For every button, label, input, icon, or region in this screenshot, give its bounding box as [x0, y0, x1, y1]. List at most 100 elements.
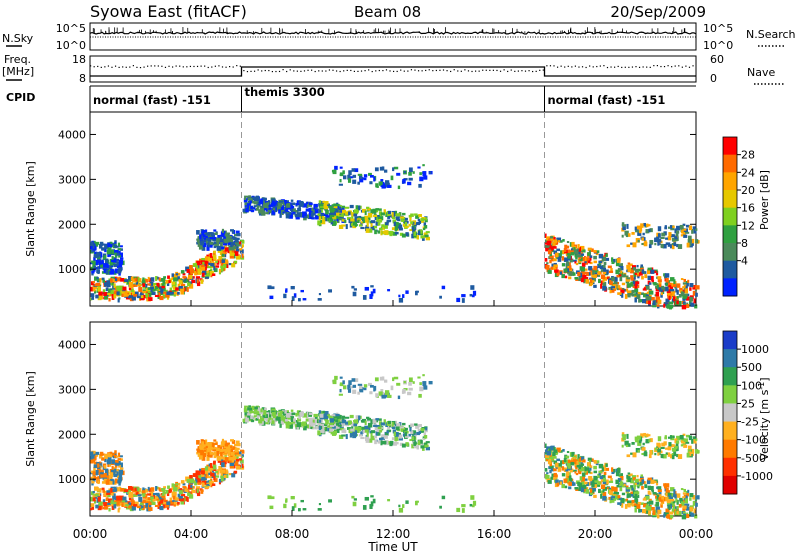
velocity-echo	[128, 495, 134, 498]
velocity-echo	[655, 493, 659, 496]
velocity-echo	[218, 465, 223, 471]
velocity-echo	[634, 503, 637, 506]
power-echo	[204, 256, 209, 261]
velocity-echo	[609, 489, 613, 495]
velocity-echo	[267, 419, 272, 424]
power-echo	[553, 240, 558, 246]
power-echo	[103, 263, 107, 268]
velocity-echo	[252, 416, 256, 420]
power-echo	[209, 241, 214, 245]
power-echo	[562, 238, 565, 242]
power-echo	[587, 247, 592, 251]
velocity-echo	[209, 446, 213, 450]
power-echo	[134, 291, 139, 297]
power-echo	[264, 197, 267, 201]
power-echo	[616, 282, 620, 285]
velocity-echo	[114, 454, 118, 458]
power-echo	[550, 258, 555, 262]
velocity-echo	[99, 462, 103, 468]
nave-dot	[571, 66, 573, 68]
velocity-echo	[213, 439, 217, 442]
power-echo	[692, 226, 696, 230]
velocity-echo	[182, 483, 186, 486]
velocity-echo	[293, 503, 297, 508]
power-echo	[171, 281, 176, 285]
power-echo	[101, 277, 105, 281]
power-echo	[669, 225, 673, 229]
power-echo	[657, 238, 662, 243]
velocity-echo	[93, 466, 96, 472]
velocity-echo	[151, 501, 156, 506]
power-echo	[173, 292, 176, 297]
velocity-echo	[569, 460, 574, 464]
velocity-echo	[364, 425, 369, 431]
power-echo	[644, 271, 647, 274]
velocity-echo	[101, 457, 105, 461]
power-echo	[90, 298, 93, 301]
power-echo	[171, 283, 177, 288]
power-echo	[626, 244, 631, 248]
velocity-echo	[91, 506, 95, 510]
power-echo	[202, 234, 206, 238]
velocity-echo	[198, 455, 203, 460]
power-echo	[679, 287, 683, 292]
velocity-echo	[240, 463, 244, 468]
velocity-echo	[261, 417, 265, 422]
velocity-echo	[103, 473, 107, 478]
velocity-echo	[691, 439, 694, 444]
power-echo	[645, 295, 650, 301]
power-echo	[187, 282, 191, 287]
velocity-echo	[207, 480, 211, 483]
power-echo	[347, 174, 351, 180]
velocity-echo	[687, 449, 692, 454]
velocity-echo	[206, 483, 210, 486]
velocity-echo	[645, 510, 650, 514]
velocity-echo	[384, 379, 388, 383]
power-echo	[103, 268, 107, 273]
power-echo	[566, 261, 570, 266]
power-echo	[660, 292, 663, 296]
power-echo	[664, 225, 667, 229]
power-echo	[147, 276, 150, 281]
nave-dot	[136, 66, 138, 68]
power-echo	[374, 167, 379, 172]
power-echo	[673, 242, 677, 247]
velocity-echo	[302, 421, 307, 427]
nsearch-tick-bottom: 10^0	[703, 39, 733, 52]
velocity-echo	[387, 425, 391, 429]
velocity-echo	[393, 431, 396, 437]
power-echo	[694, 239, 699, 244]
velocity-echo	[158, 487, 161, 492]
power-echo	[378, 227, 383, 231]
velocity-echo	[235, 440, 240, 444]
velocity-echo	[147, 500, 151, 504]
power-echo	[351, 212, 356, 217]
power-echo	[688, 235, 692, 240]
velocity-echo	[334, 419, 339, 423]
power-echo	[636, 225, 641, 230]
velocity-echo	[277, 412, 283, 417]
power-echo	[188, 284, 194, 289]
velocity-echo	[605, 467, 610, 471]
velocity-echo	[562, 460, 566, 464]
power-echo	[95, 294, 99, 299]
velocity-echo	[205, 445, 208, 449]
power-echo	[210, 263, 215, 267]
velocity-echo	[557, 463, 562, 468]
power-echo	[397, 224, 403, 229]
power-echo	[244, 202, 249, 206]
power-echo	[98, 244, 103, 249]
power-echo	[392, 219, 397, 224]
power-echo	[408, 167, 413, 173]
velocity-echo	[92, 494, 95, 498]
power-echo	[221, 253, 225, 257]
velocity-echo	[350, 431, 354, 437]
velocity-echo	[544, 468, 548, 472]
velocity-colorbar-swatch	[723, 403, 737, 423]
velocity-echo	[600, 484, 606, 490]
nave-dot	[196, 65, 199, 68]
power-echo	[151, 291, 156, 296]
power-echo	[347, 178, 352, 183]
velocity-echo	[97, 480, 100, 485]
